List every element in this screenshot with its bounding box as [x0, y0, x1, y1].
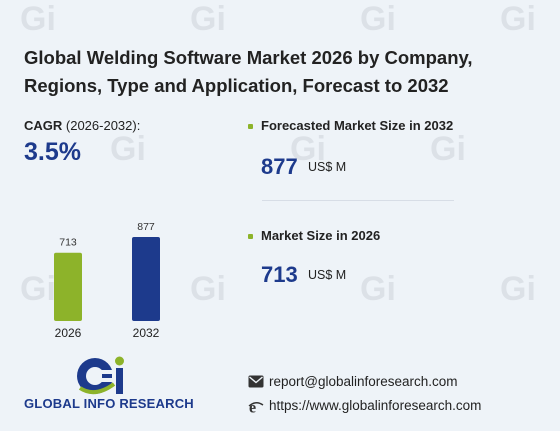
website-link[interactable]: https://www.globalinforesearch.com — [269, 398, 482, 413]
email-icon — [248, 375, 264, 388]
kpi-current-value: 713 — [261, 262, 298, 287]
kpi-divider — [262, 200, 454, 201]
cagr-value: 3.5% — [24, 138, 81, 166]
cagr-label-period: (2026-2032): — [62, 118, 141, 133]
svg-text:e: e — [249, 400, 256, 415]
page-title: Global Welding Software Market 2026 by C… — [24, 44, 544, 100]
kpi-forecast-value: 877 — [261, 154, 298, 179]
title-line-1: Global Welding Software Market 2026 by C… — [24, 47, 473, 68]
logo-text: GLOBAL INFO RESEARCH — [24, 396, 194, 411]
title-line-2: Regions, Type and Application, Forecast … — [24, 75, 449, 96]
cagr-label-prefix: CAGR — [24, 118, 63, 133]
bar-2026 — [54, 252, 82, 321]
web-icon: e — [248, 400, 264, 415]
category-label-2032: 2032 — [133, 326, 160, 340]
category-label-2026: 2026 — [55, 326, 82, 340]
kpi-current-label: Market Size in 2026 — [261, 228, 381, 243]
bar-2032 — [132, 237, 160, 321]
bullet-icon — [248, 124, 253, 129]
kpi-forecast-unit: US$ M — [308, 160, 347, 174]
cagr-label: CAGR (2026-2032): — [24, 118, 140, 133]
kpi-current-unit: US$ M — [308, 268, 347, 282]
kpi-forecast-label: Forecasted Market Size in 2032 — [261, 118, 454, 133]
company-logo — [77, 356, 124, 395]
email-link[interactable]: report@globalinforesearch.com — [269, 374, 458, 389]
value-label-2026: 713 — [59, 237, 77, 249]
value-label-2032: 877 — [137, 221, 155, 233]
bullet-icon — [248, 234, 253, 239]
